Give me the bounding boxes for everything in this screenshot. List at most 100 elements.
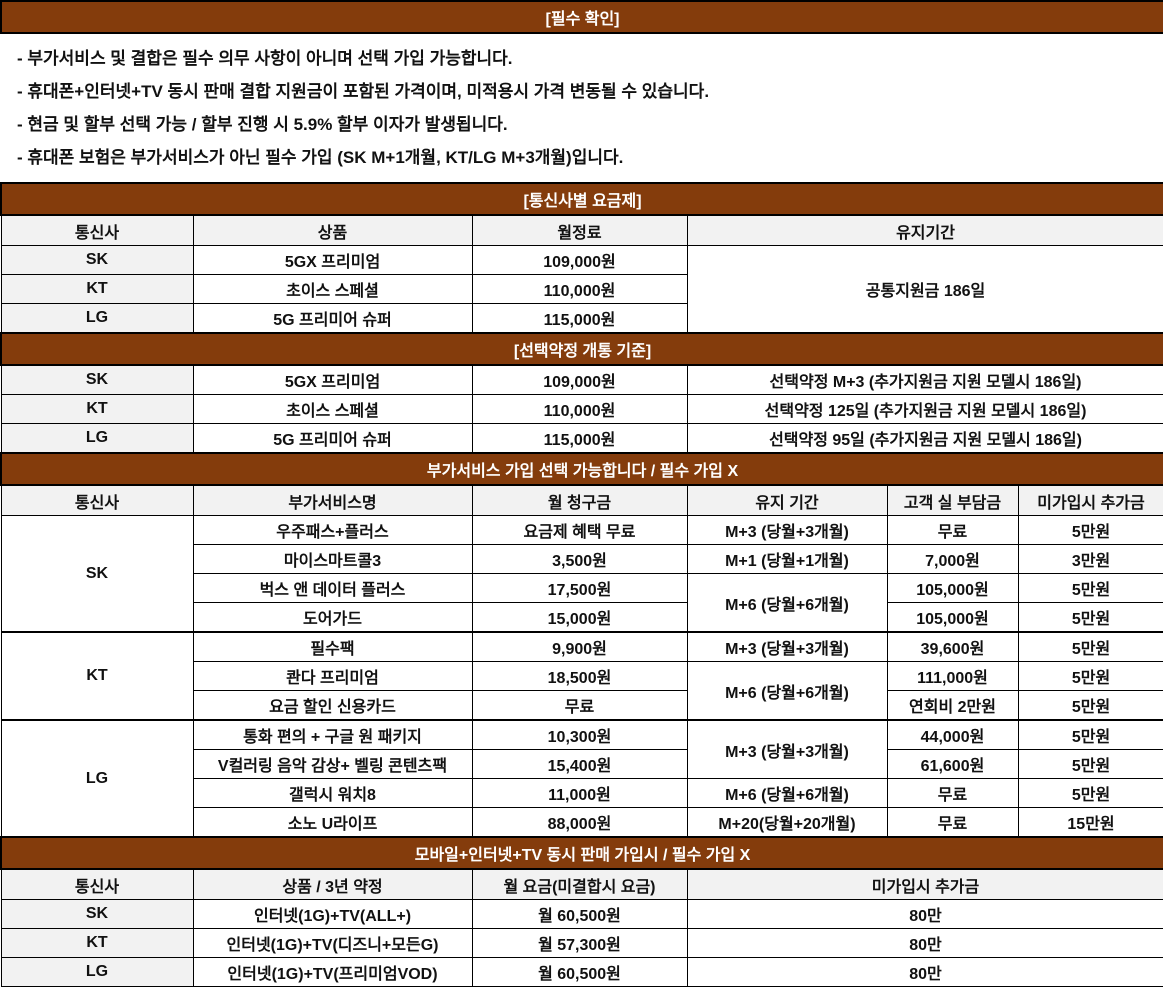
price-cell: 110,000원 — [471, 394, 688, 424]
price-cell: 109,000원 — [471, 364, 688, 395]
table-row: SK 인터넷(1G)+TV(ALL+) 월 60,500원 80만 — [0, 899, 1163, 929]
fee-cell: 11,000원 — [471, 778, 688, 808]
carrier-cell: LG — [0, 303, 194, 334]
penalty-cell: 5만원 — [1017, 690, 1163, 721]
penalty-cell: 5만원 — [1017, 661, 1163, 691]
notice-line: - 현금 및 할부 선택 가능 / 할부 진행 시 5.9% 할부 이자가 발생… — [17, 115, 508, 134]
period-cell: 공통지원금 186일 — [686, 245, 1163, 334]
selective-title: [선택약정 개통 기준] — [0, 332, 1163, 366]
fee-cell: 요금제 혜택 무료 — [471, 515, 688, 545]
period-cell: 선택약정 125일 (추가지원금 지원 모델시 186일) — [686, 394, 1163, 424]
carrier-cell: SK — [0, 364, 194, 395]
cost-cell: 무료 — [886, 807, 1019, 838]
cost-cell: 44,000원 — [886, 719, 1019, 750]
carrier-cell: KT — [0, 928, 194, 958]
price-cell: 115,000원 — [471, 423, 688, 454]
carrier-cell: SK — [0, 899, 194, 929]
table-row: 도어가드 15,000원 105,000원 5만원 — [1, 602, 1163, 633]
cost-cell: 무료 — [886, 515, 1019, 545]
table-row: SK 5GX 프리미엄 109,000원 선택약정 M+3 (추가지원금 지원 … — [0, 364, 1163, 395]
plan-cell: 5G 프리미어 슈퍼 — [192, 303, 473, 334]
carrier-cell: LG — [0, 957, 194, 987]
fee-cell: 월 57,300원 — [471, 928, 688, 958]
fee-cell: 3,500원 — [471, 544, 688, 574]
table-row: SK 5GX 프리미엄 109,000원 공통지원금 186일 — [0, 245, 1163, 334]
penalty-cell: 80만 — [686, 928, 1163, 958]
penalty-cell: 80만 — [686, 957, 1163, 987]
carrier-cell: KT — [0, 274, 194, 304]
table-row: LG 인터넷(1G)+TV(프리미엄VOD) 월 60,500원 80만 — [0, 957, 1163, 987]
penalty-cell: 5만원 — [1017, 573, 1163, 603]
plan-cell: 초이스 스페셜 — [192, 274, 473, 304]
fee-cell: 월 60,500원 — [471, 899, 688, 929]
table-row: KT 초이스 스페셜 110,000원 — [0, 274, 1163, 304]
service-cell: 콴다 프리미엄 — [192, 661, 473, 691]
price-cell: 115,000원 — [471, 303, 688, 334]
fee-cell: 88,000원 — [471, 807, 688, 838]
table-row: LG 5G 프리미어 슈퍼 115,000원 선택약정 95일 (추가지원금 지… — [0, 423, 1163, 454]
table-row: 갤럭시 워치8 11,000원 M+6 (당월+6개월) 무료 5만원 — [1, 778, 1163, 808]
product-cell: 인터넷(1G)+TV(ALL+) — [192, 899, 473, 929]
fee-cell: 9,900원 — [471, 631, 688, 662]
period-cell: M+1 (당월+1개월) — [686, 544, 888, 574]
notice-line: - 부가서비스 및 결합은 필수 의무 사항이 아니며 선택 가입 가능합니다. — [17, 49, 513, 68]
table-row: LG 5G 프리미어 슈퍼 115,000원 — [0, 303, 1163, 334]
cost-cell: 61,600원 — [886, 749, 1019, 779]
period-cell: M+6 (당월+6개월) — [686, 778, 888, 808]
fee-cell: 15,400원 — [471, 749, 688, 779]
cost-cell: 111,000원 — [886, 661, 1019, 691]
notice-title: [필수 확인] — [0, 0, 1163, 34]
service-cell: 벅스 앤 데이터 플러스 — [192, 573, 473, 603]
period-cell: M+3 (당월+3개월) — [686, 631, 888, 662]
table-row: LG 통화 편의 + 구글 원 패키지 10,300원 M+3 (당월+3개월)… — [0, 719, 1163, 838]
carrier-cell: KT — [0, 394, 194, 424]
fee-cell: 18,500원 — [471, 661, 688, 691]
table-row: KT 필수팩 9,900원 M+3 (당월+3개월) 39,600원 5만원 — [0, 631, 1163, 721]
penalty-cell: 15만원 — [1017, 807, 1163, 838]
penalty-cell: 5만원 — [1017, 602, 1163, 633]
carrier-cell: SK — [0, 245, 194, 275]
service-cell: 소노 U라이프 — [192, 807, 473, 838]
col-header: 월 청구금 — [471, 484, 688, 516]
col-header: 미가입시 추가금 — [1017, 484, 1163, 516]
plan-cell: 5G 프리미어 슈퍼 — [192, 423, 473, 454]
col-header: 유지기간 — [686, 214, 1163, 246]
service-cell: 도어가드 — [192, 602, 473, 633]
period-cell: M+6 (당월+6개월) — [686, 573, 888, 633]
product-cell: 인터넷(1G)+TV(프리미엄VOD) — [192, 957, 473, 987]
table-row: SK 우주패스+플러스 요금제 혜택 무료 M+3 (당월+3개월) 무료 5만… — [0, 515, 1163, 633]
col-header: 통신사 — [0, 214, 194, 246]
fee-cell: 17,500원 — [471, 573, 688, 603]
col-header: 상품 — [192, 214, 473, 246]
bundle-title: 모바일+인터넷+TV 동시 판매 가입시 / 필수 가입 X — [0, 836, 1163, 870]
fee-cell: 월 60,500원 — [471, 957, 688, 987]
penalty-cell: 5만원 — [1017, 719, 1163, 750]
notice-line: - 휴대폰 보험은 부가서비스가 아닌 필수 가입 (SK M+1개월, KT/… — [17, 148, 624, 167]
col-header: 통신사 — [0, 868, 194, 900]
cost-cell: 7,000원 — [886, 544, 1019, 574]
service-cell: V컬러링 음악 감상+ 벨링 콘텐츠팩 — [192, 749, 473, 779]
period-cell: M+20(당월+20개월) — [686, 807, 888, 838]
fee-cell: 10,300원 — [471, 719, 688, 750]
table-row: 벅스 앤 데이터 플러스 17,500원 M+6 (당월+6개월) 105,00… — [1, 573, 1163, 633]
notice-lines: - 부가서비스 및 결합은 필수 의무 사항이 아니며 선택 가입 가능합니다.… — [1, 32, 1163, 184]
col-header: 상품 / 3년 약정 — [192, 868, 473, 900]
cost-cell: 39,600원 — [886, 631, 1019, 662]
table-row: KT 인터넷(1G)+TV(디즈니+모든G) 월 57,300원 80만 — [0, 928, 1163, 958]
addons-title: 부가서비스 가입 선택 가능합니다 / 필수 가입 X — [0, 452, 1163, 486]
table-row: V컬러링 음악 감상+ 벨링 콘텐츠팩 15,400원 61,600원 5만원 — [1, 749, 1163, 779]
col-header: 월 요금(미결합시 요금) — [471, 868, 688, 900]
table-row: 소노 U라이프 88,000원 M+20(당월+20개월) 무료 15만원 — [1, 807, 1163, 838]
cost-cell: 105,000원 — [886, 573, 1019, 603]
penalty-cell: 80만 — [686, 899, 1163, 929]
carrier-cell: SK — [0, 515, 194, 633]
plan-cell: 초이스 스페셜 — [192, 394, 473, 424]
service-cell: 통화 편의 + 구글 원 패키지 — [192, 719, 473, 750]
period-cell: M+3 (당월+3개월) — [686, 719, 888, 779]
price-cell: 110,000원 — [471, 274, 688, 304]
penalty-cell: 5만원 — [1017, 515, 1163, 545]
col-header: 고객 실 부담금 — [886, 484, 1019, 516]
col-header: 월정료 — [471, 214, 688, 246]
carrier-cell: LG — [0, 719, 194, 838]
period-cell: M+3 (당월+3개월) — [686, 515, 888, 545]
